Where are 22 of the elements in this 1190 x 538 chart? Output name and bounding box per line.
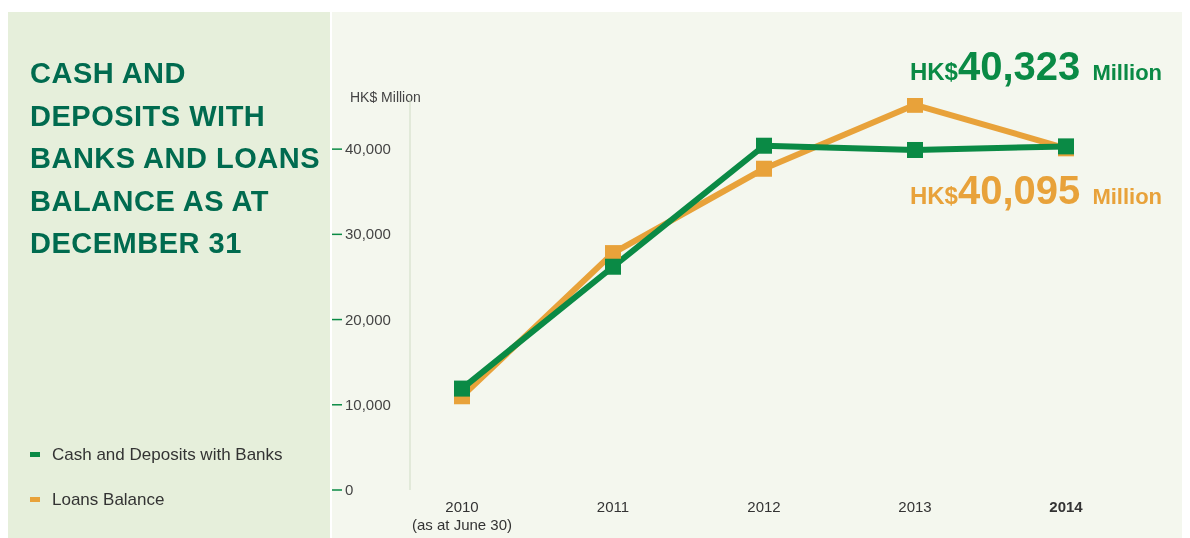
annotation: HK$40,095 Million bbox=[909, 168, 1163, 213]
y-tick-label: 40,000 bbox=[345, 140, 391, 158]
y-tick-label: 20,000 bbox=[345, 310, 391, 328]
point bbox=[454, 380, 470, 397]
point bbox=[756, 137, 772, 154]
x-tick-label: 2014 bbox=[1049, 498, 1084, 515]
point bbox=[907, 98, 923, 113]
x-tick-label: 2010 (as at June 30) bbox=[411, 498, 513, 533]
legend-label: Cash and Deposits with Banks bbox=[51, 443, 283, 466]
point bbox=[756, 160, 772, 177]
text: CASH AND DEPOSITS WITH BANKS AND LOANS BALANCE AS AT DECEMBER 31 bbox=[30, 56, 321, 261]
point bbox=[907, 141, 923, 158]
y-tick-label: 0 bbox=[345, 481, 354, 498]
y-tick-label: 10,000 bbox=[345, 395, 391, 413]
x-tick-label: 2013 bbox=[898, 498, 932, 515]
legend-label: Loans Balance bbox=[51, 488, 166, 511]
x-tick-label: 2012 bbox=[747, 498, 781, 515]
annotation: HK$40,323 Million bbox=[909, 44, 1163, 89]
y-axis-title: HK$ Million bbox=[350, 89, 421, 105]
x-tick-label: 2011 bbox=[596, 498, 630, 515]
y-tick-label: 30,000 bbox=[345, 225, 391, 243]
point bbox=[605, 258, 621, 275]
